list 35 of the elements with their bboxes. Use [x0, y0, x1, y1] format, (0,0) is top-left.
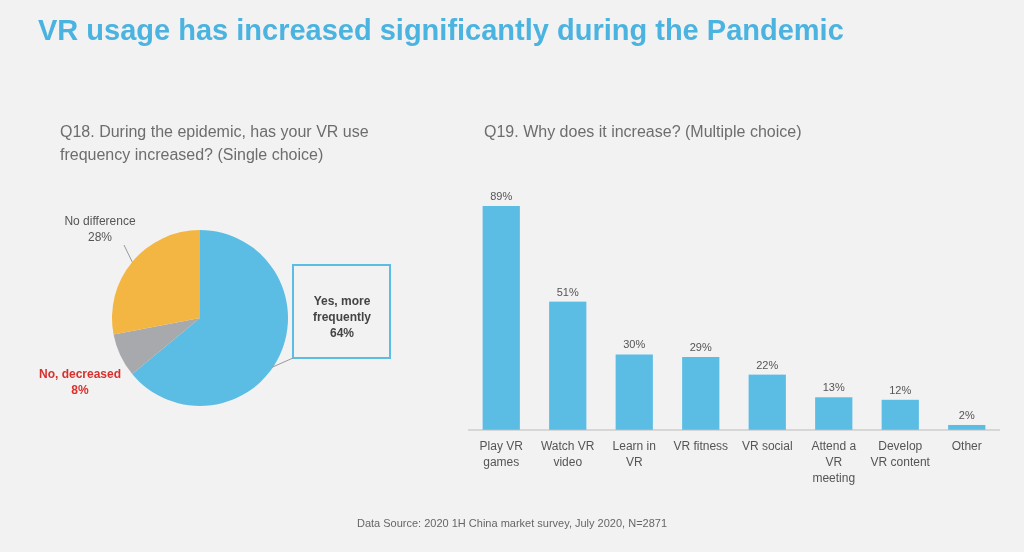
data-label: 12%	[889, 383, 912, 396]
data-label: 2%	[958, 408, 975, 421]
data-label: 30%	[623, 338, 646, 351]
bar	[549, 301, 587, 430]
text: VR usage has increased significantly during the Pandemic	[38, 14, 844, 46]
x-tick-label: Develop VR content	[870, 439, 931, 469]
x-tick-label: Attend a VR meeting	[811, 439, 857, 485]
x-tick-label: Watch VR video	[540, 439, 595, 469]
data-label: 29%	[689, 341, 712, 354]
data-label: 13%	[822, 381, 845, 394]
x-tick-label: Learn in VR	[612, 439, 656, 469]
slice-label: No difference	[64, 214, 136, 228]
bar	[615, 354, 653, 430]
data-label: 89%	[490, 190, 513, 202]
x-tick-label: VR social	[741, 439, 793, 453]
slice-label: No, decreased	[38, 367, 122, 381]
pie-slice	[132, 230, 288, 406]
bar	[748, 374, 786, 430]
data-label: 8%	[71, 383, 89, 397]
data-label: 51%	[556, 285, 579, 298]
slice-label: Yes, more frequently	[312, 294, 372, 324]
x-tick-label: Play VR games	[479, 439, 524, 469]
data-label: 64%	[329, 326, 355, 340]
data-label: 22%	[756, 358, 779, 371]
x-tick-label: Other	[951, 439, 982, 453]
bar	[682, 357, 720, 430]
chart-title: Q19. Why does it increase? (Multiple choice)	[484, 123, 802, 140]
x-tick-label: VR fitness	[673, 439, 729, 453]
bar	[482, 206, 520, 430]
pie-slice	[112, 230, 200, 335]
bar	[815, 397, 853, 430]
bar	[881, 399, 919, 430]
data-label: 28%	[87, 230, 113, 244]
chart-subtitle: Q18. During the epidemic, has your VR use frequency increased? (Single choice)	[60, 123, 369, 163]
source-note: Data Source: 2020 1H China market survey, July 2020, N=2871	[356, 517, 668, 529]
